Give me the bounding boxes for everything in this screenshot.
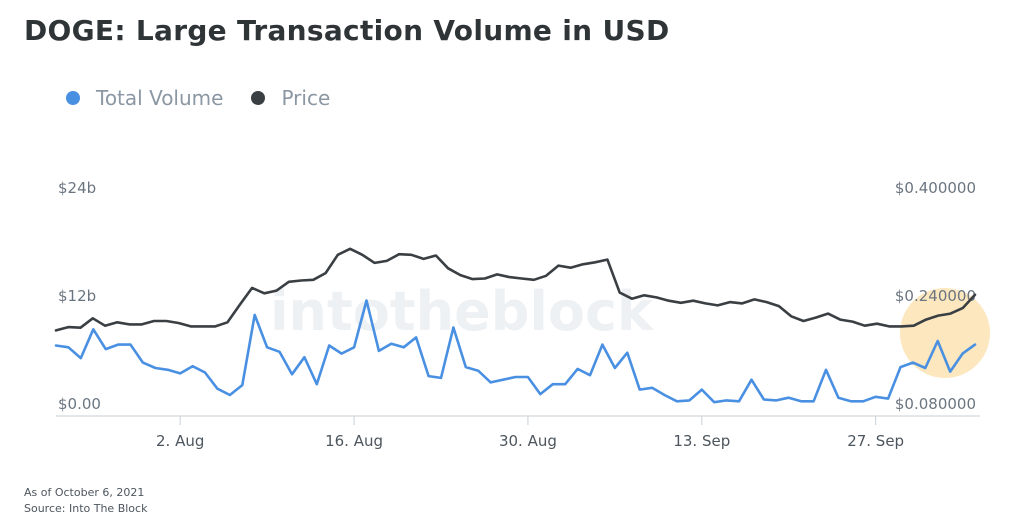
y-left-tick-label: $12b xyxy=(58,287,96,305)
chart-title: DOGE: Large Transaction Volume in USD xyxy=(24,14,670,47)
x-tick-label: 16. Aug xyxy=(325,432,383,450)
y-left-tick-label: $0.00 xyxy=(58,395,101,413)
y-right-tick-label: $0.240000 xyxy=(895,287,976,305)
watermark-text: intotheblock xyxy=(270,280,654,343)
legend-marker-price xyxy=(251,91,266,105)
x-axis: 2. Aug 16. Aug 30. Aug 13. Sep 27. Sep xyxy=(156,416,904,450)
series-line-price[interactable] xyxy=(54,247,977,332)
x-tick-label: 30. Aug xyxy=(499,432,557,450)
series-line-total-volume[interactable] xyxy=(54,299,977,404)
y-axis-right: $0.080000 $0.240000 $0.400000 xyxy=(895,179,976,413)
watermark: intotheblock xyxy=(270,280,654,343)
legend-label-total-volume: Total Volume xyxy=(96,86,224,110)
footer-as-of: As of October 6, 2021 xyxy=(24,486,145,499)
legend-item-total-volume[interactable]: Total Volume xyxy=(66,86,223,110)
chart-canvas[interactable]: intotheblock $0.00 $12b $24b $0.080000 $0.2… xyxy=(0,0,1024,470)
highlight-circle xyxy=(900,288,990,378)
series-layer xyxy=(54,247,977,404)
legend: Total Volume Price xyxy=(66,86,358,110)
y-left-tick-label: $24b xyxy=(58,179,96,197)
x-tick-label: 27. Sep xyxy=(847,432,904,450)
legend-label-price: Price xyxy=(281,86,331,110)
legend-item-price[interactable]: Price xyxy=(251,86,330,110)
y-right-tick-label: $0.400000 xyxy=(895,179,976,197)
y-right-tick-label: $0.080000 xyxy=(895,395,976,413)
x-tick-label: 13. Sep xyxy=(673,432,730,450)
legend-marker-total-volume xyxy=(66,91,80,105)
y-axis-left: $0.00 $12b $24b xyxy=(58,179,101,413)
footer-source: Source: Into The Block xyxy=(24,502,148,515)
x-tick-label: 2. Aug xyxy=(156,432,204,450)
